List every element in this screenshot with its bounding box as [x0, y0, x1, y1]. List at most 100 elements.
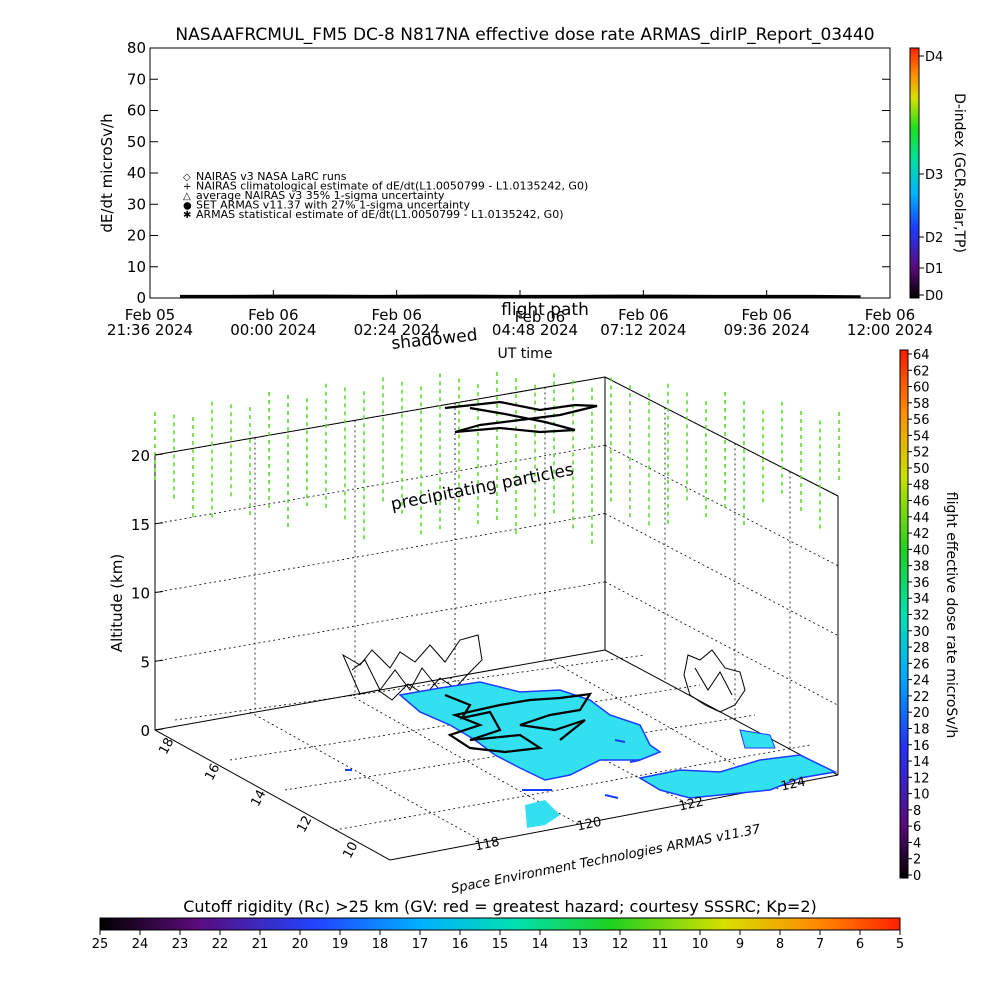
overlay-flight-path-label: flight path	[501, 300, 589, 320]
credit-label: Space Environment Technologies ARMAS v11…	[450, 822, 763, 897]
rc-tick-label: 14	[532, 937, 549, 952]
cloud-contour-right	[683, 649, 746, 713]
rc-tick-label: 25	[92, 937, 109, 952]
cloud-contour-right-inner	[694, 667, 733, 696]
altitude-gridline-back	[154, 444, 606, 525]
dose-tick-label: 36	[913, 576, 930, 591]
dose-tick-label: 32	[913, 609, 930, 624]
xtick-label-date: Feb 05	[125, 306, 175, 324]
dose-tick-label: 64	[913, 348, 930, 363]
xtick-label-date: Feb 06	[865, 306, 915, 324]
dose-tick-label: 62	[913, 364, 930, 379]
latitude-tick-label: 10	[340, 840, 361, 862]
rc-tick-label: 18	[372, 937, 389, 952]
altitude-gridline-right	[604, 444, 839, 567]
altitude-axis-label: Altitude (km)	[108, 554, 126, 652]
timeseries-xlabel: UT time	[498, 346, 553, 362]
dindex-tick-label: D1	[925, 262, 943, 277]
dose-tick-label: 4	[913, 836, 921, 851]
legend-entry: NAIRAS climatological estimate of dE/dt(…	[196, 180, 588, 193]
latitude-tick-label: 18	[156, 736, 177, 758]
altitude-tick-mark	[154, 591, 164, 593]
altitude-gridline-right	[604, 581, 839, 706]
legend-symbol: +	[183, 182, 191, 193]
dose-tick-label: 18	[913, 722, 930, 737]
legend-symbol: ◇	[183, 172, 191, 183]
rc-tick-label: 15	[492, 937, 509, 952]
altitude-tick-mark	[154, 453, 164, 456]
xtick-label-date: Feb 06	[248, 306, 298, 324]
rc-tick-label: 19	[332, 937, 349, 952]
timeseries-panel: dE/dt microSv/h 0 10 20 30 40 50 60 70 80 Feb 05…	[98, 39, 967, 362]
xtick-label-date: Feb 06	[371, 306, 421, 324]
longitude-ticks: 118 120 122 124	[474, 775, 807, 855]
rc-tick-label: 23	[172, 937, 189, 952]
rc-tick-label: 7	[816, 937, 824, 952]
dose-tick-label: 26	[913, 657, 930, 672]
dose-rate-colorbar	[899, 349, 909, 879]
dose-rate-colorbar-ticks: 0246810121416182022242628303234363840424…	[908, 348, 930, 884]
3d-box-bottom-right-edge	[604, 649, 839, 776]
precipitating-particles-label: precipitating particles	[389, 460, 575, 515]
timeseries-legend: ◇ NAIRAS v3 NASA LaRC runs + NAIRAS climato…	[183, 170, 588, 221]
rc-tick-label: 9	[736, 937, 744, 952]
xtick-label-time: 07:12 2024	[600, 321, 686, 339]
legend-entry: average NAIRAS v3 35% 1-sigma uncertaint…	[196, 189, 445, 202]
xtick-label-date: Feb 06	[618, 306, 668, 324]
altitude-tick-label: 5	[140, 653, 150, 671]
xtick-label-time: 12:00 2024	[847, 321, 933, 339]
altitude-gridline-back	[154, 513, 606, 593]
floor-gridline	[229, 684, 701, 761]
altitude-tick-label: 15	[131, 516, 150, 534]
dose-tick-label: 60	[913, 381, 930, 396]
dose-tick-label: 8	[913, 804, 921, 819]
xtick-label-date: Feb 06	[741, 306, 791, 324]
precipitating-particle-columns	[154, 372, 840, 544]
altitude-ticks: 0 5 10 15 20	[131, 447, 164, 740]
rc-tick-label: 21	[252, 937, 269, 952]
cutoff-rigidity-colorbar	[99, 917, 901, 931]
legend-symbol: ●	[183, 201, 192, 212]
legend-entry: NAIRAS v3 NASA LaRC runs	[196, 170, 347, 183]
dose-tick-label: 0	[913, 869, 921, 884]
flight-track-lower	[444, 692, 593, 754]
floor-gridline	[334, 744, 811, 831]
dindex-colorbar	[909, 47, 920, 299]
ytick-label: 80	[127, 39, 146, 57]
ytick-label: 40	[127, 164, 146, 182]
dose-tick-label: 10	[913, 788, 930, 803]
altitude-tick-label: 0	[140, 722, 150, 740]
overlay-feb06-label: Feb 06	[515, 308, 565, 326]
dose-tick-label: 6	[913, 820, 921, 835]
legend-entry: ARMAS statistical estimate of dE/dt(L1.0…	[196, 208, 563, 221]
coastline-fragments	[345, 739, 641, 799]
dose-tick-label: 42	[913, 527, 930, 542]
ytick-label: 60	[127, 102, 146, 120]
dose-tick-label: 34	[913, 592, 930, 607]
rc-tick-label: 5	[896, 937, 904, 952]
3d-box-top-back-edge	[154, 376, 606, 456]
latitude-ticks: 18 16 14 12 10	[156, 736, 361, 862]
floor-gridline	[284, 714, 756, 791]
latitude-tick-label: 16	[202, 762, 223, 784]
dose-tick-label: 48	[913, 478, 930, 493]
legend-symbol: △	[183, 191, 191, 202]
altitude-tick-label: 20	[131, 447, 150, 465]
rc-tick-label: 16	[452, 937, 469, 952]
3d-box-bottom-left-edge	[154, 729, 391, 861]
cloud-contour-left-inner	[351, 659, 439, 691]
dindex-tick-label: D4	[925, 50, 943, 65]
dose-tick-label: 2	[913, 853, 921, 868]
rc-tick-label: 17	[412, 937, 429, 952]
rc-tick-label: 12	[612, 937, 629, 952]
cloud-contour-left	[341, 634, 483, 701]
longitude-tick-label: 120	[576, 815, 603, 835]
dose-tick-label: 58	[913, 397, 930, 412]
dose-tick-label: 44	[913, 511, 930, 526]
dose-rate-colorbar-label: flight effective dose rate microSv/h	[943, 492, 959, 738]
xtick-label-time: 09:36 2024	[724, 321, 810, 339]
altitude-gridline-back	[154, 581, 606, 662]
